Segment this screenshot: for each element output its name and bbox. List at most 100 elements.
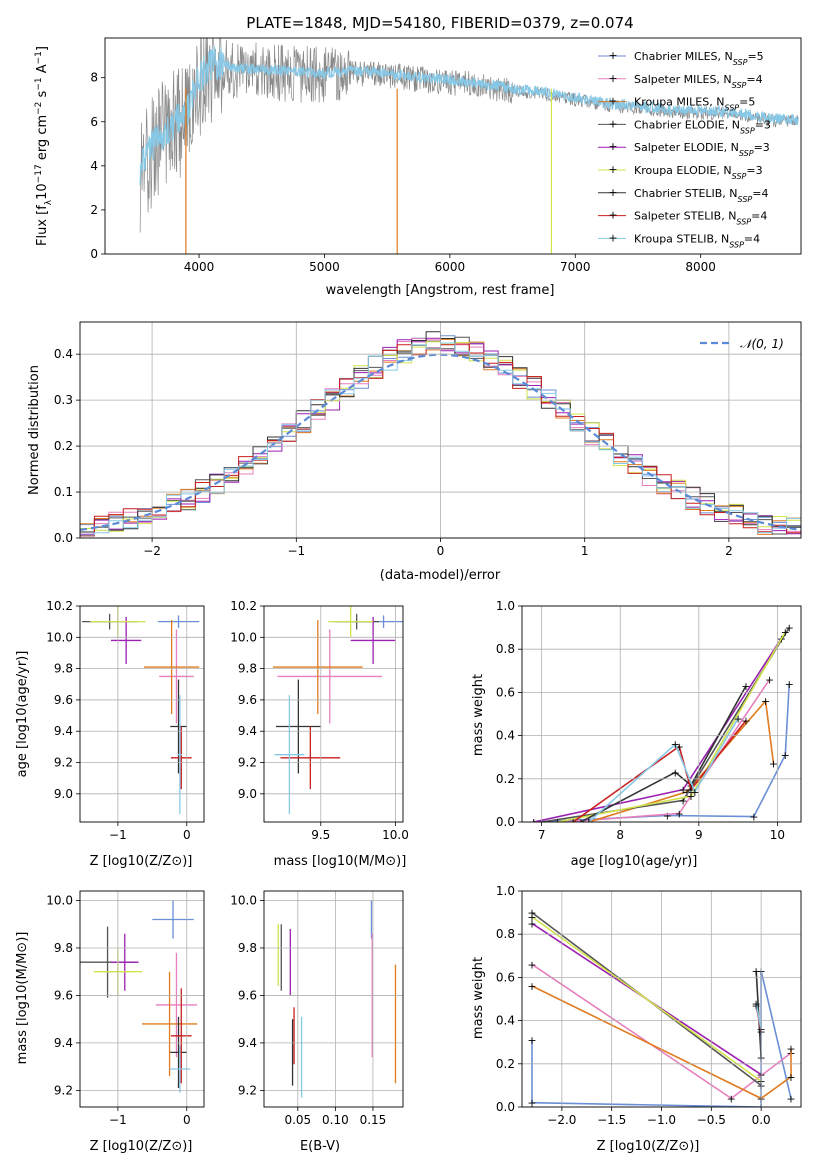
mass-weight-point: + <box>761 695 770 708</box>
weight-age-frame <box>521 605 802 823</box>
mass-weight-line <box>565 678 771 822</box>
residual-frame <box>79 321 802 539</box>
legend-marker: + <box>608 140 617 153</box>
weight-age-xtick-label: 10 <box>770 828 785 842</box>
age-mass-xtick-label: 10.0 <box>382 828 409 842</box>
legend-marker: + <box>608 163 617 176</box>
spectrum-xtick-label: 6000 <box>435 260 466 274</box>
mass-weight-point: + <box>576 816 585 829</box>
legend-label: Salpeter STELIB, NSSP=4 <box>634 210 767 227</box>
age-z-xtick-label: 0 <box>183 828 191 842</box>
weight-z-ytick-label: 0.0 <box>496 1100 515 1114</box>
mass-z-xtick-label: 0 <box>183 1113 191 1127</box>
legend-label: Chabrier MILES, NSSP=5 <box>634 50 764 67</box>
residual-xtick-label: 2 <box>725 544 733 558</box>
age-mass-ytick-label: 9.8 <box>238 662 257 676</box>
mass-weight-point: + <box>786 1071 795 1084</box>
mass-weight-point: + <box>785 622 794 635</box>
legend-marker: + <box>608 186 617 199</box>
legend-label: 𝒩(0, 1) <box>740 337 784 351</box>
legend-label: Salpeter MILES, NSSP=4 <box>634 73 763 90</box>
plot-frames: 4000 5000 6000 7000 8000 0 2 4 6 8 −2 −1 0 1 2 0.0 0.1 0.… <box>46 37 802 1127</box>
weight-age-xtick-label: 9 <box>695 828 703 842</box>
age-mass-xlabel: mass [log10(M/M⊙)] <box>274 854 407 869</box>
plot-marks: + + +++++++++++++++++++++++++++++++++ +++++… <box>80 38 801 1110</box>
mass-weight-point: + <box>690 786 699 799</box>
weight-z-ytick-label: 0.4 <box>496 1014 515 1028</box>
legend-marker: + <box>608 49 617 62</box>
residual-ytick-label: 0.1 <box>54 485 73 499</box>
mass-weight-point: + <box>765 673 774 686</box>
weight-age-ytick-label: 0.6 <box>496 685 515 699</box>
age-z-ytick-label: 9.4 <box>54 724 73 738</box>
mass-weight-point: + <box>529 816 538 829</box>
weight-age-xtick-label: 8 <box>616 828 624 842</box>
legend-marker: + <box>608 231 617 244</box>
mass-weight-point: + <box>785 678 794 691</box>
spectrum-frame <box>104 37 802 255</box>
residual-xtick-label: 0 <box>437 544 445 558</box>
age-z-ytick-label: 9.0 <box>54 787 73 801</box>
legend-marker: + <box>608 209 617 222</box>
mass-weight-point: + <box>675 807 684 820</box>
mass-ebv-ytick-label: 9.6 <box>238 988 257 1002</box>
residual-xtick-label: −1 <box>287 544 305 558</box>
mass-weight-point: + <box>682 786 691 799</box>
mass-z-ytick-label: 9.2 <box>54 1083 73 1097</box>
spectrum-title: PLATE=1848, MJD=54180, FIBERID=0379, z=0… <box>246 14 633 32</box>
weight-z-xtick-label: −0.5 <box>697 1113 726 1127</box>
mass-weight-point: + <box>734 712 743 725</box>
age-mass-ytick-label: 9.2 <box>238 756 257 770</box>
mass-weight-point: + <box>553 816 562 829</box>
mass-ebv-ytick-label: 9.4 <box>238 1036 257 1050</box>
mass-weight-point: + <box>663 810 672 823</box>
age-z-ylabel: age [log10(age/yr)] <box>15 651 30 778</box>
mass-weight-point: + <box>527 1034 536 1047</box>
legend-label: Kroupa MILES, NSSP=5 <box>634 96 755 113</box>
age-z-xtick-label: −1 <box>109 828 127 842</box>
mass-z-ytick-label: 9.4 <box>54 1036 73 1050</box>
weight-z-xtick-label: −1.0 <box>647 1113 676 1127</box>
legend-marker: + <box>608 72 617 85</box>
mass-weight-point: + <box>527 917 536 930</box>
spectrum-ytick-label: 0 <box>90 247 98 261</box>
mass-weight-line <box>531 963 792 1100</box>
residual-ytick-label: 0.0 <box>54 531 73 545</box>
mass-z-frame <box>79 890 205 1108</box>
spectrum-lines <box>139 38 799 254</box>
weight-z-xtick-label: −2.0 <box>547 1113 576 1127</box>
mass-weight-point: + <box>786 1092 795 1105</box>
mass-ebv-ytick-label: 10.0 <box>230 893 257 907</box>
weight-age-ytick-label: 0.4 <box>496 729 515 743</box>
mass-weight-point: + <box>527 1097 536 1110</box>
weight-z-xtick-label: −1.5 <box>597 1113 626 1127</box>
mass-weight-point: + <box>786 1043 795 1056</box>
legend-label: Kroupa ELODIE, NSSP=3 <box>634 164 763 181</box>
residual-ytick-label: 0.2 <box>54 439 73 453</box>
mass-weight-line <box>531 916 762 1082</box>
mass-weight-point: + <box>584 816 593 829</box>
residual-legend: 𝒩(0, 1) <box>700 337 784 351</box>
age-mass-ytick-label: 10.2 <box>230 599 257 613</box>
mass-weight-line <box>557 631 786 822</box>
weight-age-xlabel: age [log10(age/yr)] <box>571 854 698 869</box>
age-z-ytick-label: 9.6 <box>54 693 73 707</box>
residual-ytick-label: 0.3 <box>54 393 73 407</box>
mass-weight-point: + <box>781 626 790 639</box>
spectrum-ytick-label: 8 <box>90 71 98 85</box>
mass-weight-point: + <box>675 740 684 753</box>
age-z-ytick-label: 10.0 <box>46 630 73 644</box>
age-mass-points <box>272 606 403 815</box>
mass-weight-point: + <box>752 965 761 978</box>
mass-weight-point: + <box>527 958 536 971</box>
spectrum-xtick-label: 4000 <box>184 260 215 274</box>
model-spectrum-line <box>139 46 799 186</box>
age-z-xlabel: Z [log10(Z/Z⊙)] <box>90 854 193 869</box>
weight-age-ytick-label: 1.0 <box>496 599 515 613</box>
weight-z-xlabel: Z [log10(Z/Z⊙)] <box>597 1139 700 1154</box>
age-mass-ytick-label: 9.4 <box>238 724 257 738</box>
weight-age-xtick-label: 7 <box>538 828 546 842</box>
weight-z-ytick-label: 0.6 <box>496 970 515 984</box>
legend-label: Chabrier ELODIE, NSSP=3 <box>634 118 771 135</box>
spectrum-ytick-label: 6 <box>90 115 98 129</box>
